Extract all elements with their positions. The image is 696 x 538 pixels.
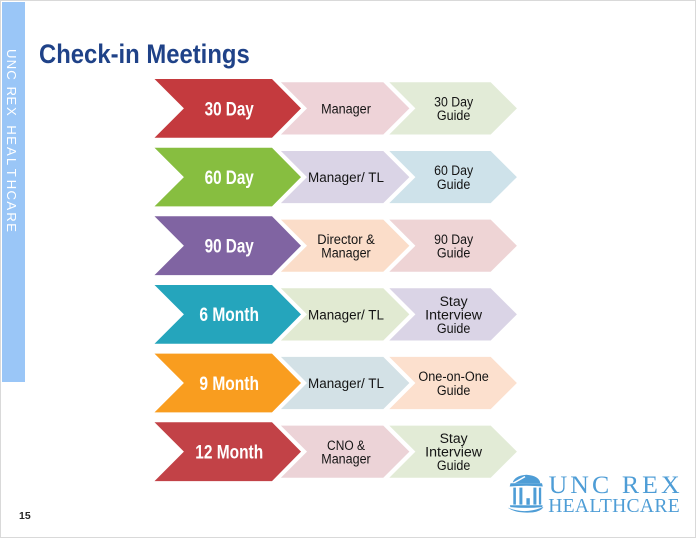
- svg-text:90 Day: 90 Day: [434, 232, 474, 248]
- svg-text:Guide: Guide: [437, 108, 470, 124]
- svg-text:Guide: Guide: [437, 458, 470, 474]
- svg-text:UNC REX: UNC REX: [549, 470, 680, 499]
- svg-text:N: N: [4, 60, 19, 70]
- svg-text:90 Day: 90 Day: [205, 237, 255, 258]
- svg-text:H: H: [4, 125, 19, 135]
- svg-text:30 Day: 30 Day: [434, 95, 474, 111]
- svg-text:Guide: Guide: [437, 321, 470, 337]
- svg-text:U: U: [4, 49, 19, 59]
- svg-text:H: H: [4, 180, 19, 190]
- svg-text:X: X: [4, 107, 19, 116]
- svg-text:Director &: Director &: [317, 232, 375, 248]
- svg-text:9 Month: 9 Month: [199, 374, 259, 395]
- svg-text:L: L: [4, 158, 19, 165]
- svg-text:E: E: [4, 96, 19, 105]
- svg-text:CNO &: CNO &: [327, 438, 365, 454]
- svg-text:Manager: Manager: [321, 246, 371, 262]
- svg-text:Stay: Stay: [440, 294, 469, 310]
- svg-text:E: E: [4, 136, 19, 145]
- svg-text:Stay: Stay: [440, 431, 469, 447]
- svg-text:A: A: [4, 147, 19, 156]
- svg-text:12 Month: 12 Month: [195, 443, 263, 464]
- svg-text:E: E: [4, 223, 19, 232]
- svg-text:Manager: Manager: [321, 451, 371, 467]
- svg-text:Manager/ TL: Manager/ TL: [308, 307, 384, 323]
- svg-text:Interview: Interview: [425, 445, 483, 461]
- svg-text:Interview: Interview: [425, 307, 483, 323]
- svg-text:R: R: [4, 87, 19, 97]
- svg-text:HEALTHCARE: HEALTHCARE: [548, 496, 680, 517]
- svg-text:60 Day: 60 Day: [434, 163, 474, 179]
- svg-text:Guide: Guide: [437, 383, 470, 399]
- svg-text:60 Day: 60 Day: [205, 168, 255, 189]
- svg-text:Guide: Guide: [437, 246, 470, 262]
- svg-text:Manager/ TL: Manager/ TL: [308, 170, 384, 186]
- svg-text:A: A: [4, 201, 19, 210]
- svg-text:C: C: [4, 70, 19, 80]
- svg-text:One-on-One: One-on-One: [418, 369, 488, 385]
- svg-text:Guide: Guide: [437, 177, 470, 193]
- svg-text:30 Day: 30 Day: [205, 99, 255, 120]
- svg-text:T: T: [4, 169, 19, 177]
- svg-text:R: R: [4, 212, 19, 222]
- svg-text:C: C: [4, 191, 19, 201]
- svg-text:6 Month: 6 Month: [199, 305, 259, 326]
- svg-text:Manager: Manager: [321, 101, 371, 117]
- svg-text:Manager/ TL: Manager/ TL: [308, 376, 384, 392]
